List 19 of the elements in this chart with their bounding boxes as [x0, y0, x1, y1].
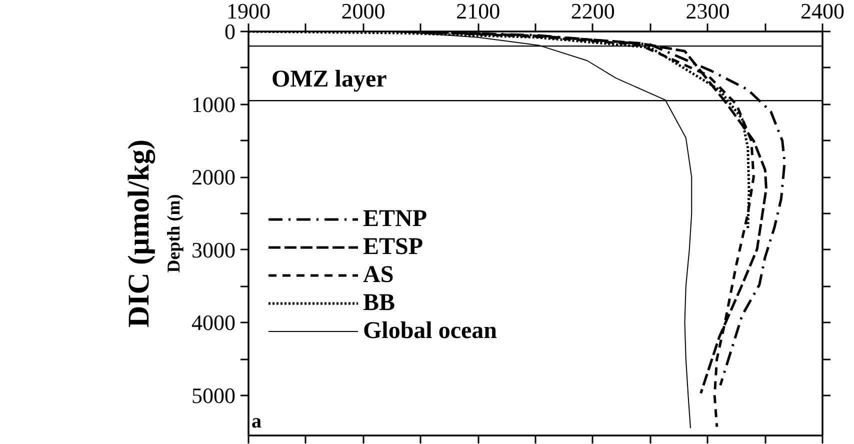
annotation: a	[252, 410, 262, 432]
legend-label: ETSP	[363, 233, 424, 261]
x-tick-label: 2000	[341, 0, 386, 24]
x-tick-label: 2300	[686, 0, 730, 24]
legend-label: BB	[363, 289, 396, 317]
legend-label: AS	[363, 261, 394, 289]
legend-label: Global ocean	[363, 317, 498, 345]
x-tick-label: 2400	[800, 0, 844, 24]
x-tick-label: 2100	[456, 0, 500, 24]
y-tick-label: 3000	[192, 237, 236, 262]
legend-label: ETNP	[363, 205, 428, 233]
y-tick-label: 1000	[192, 92, 236, 117]
y-tick-label: 5000	[192, 382, 236, 408]
y-axis-title: Depth (m)	[164, 194, 184, 273]
text: DIC (µmol/kg)	[122, 139, 156, 328]
ref-line-label: OMZ layer	[271, 66, 388, 93]
y-tick-label: 4000	[192, 310, 236, 336]
y-tick-label: 2000	[192, 164, 236, 190]
x-tick-label: 2200	[570, 0, 615, 24]
